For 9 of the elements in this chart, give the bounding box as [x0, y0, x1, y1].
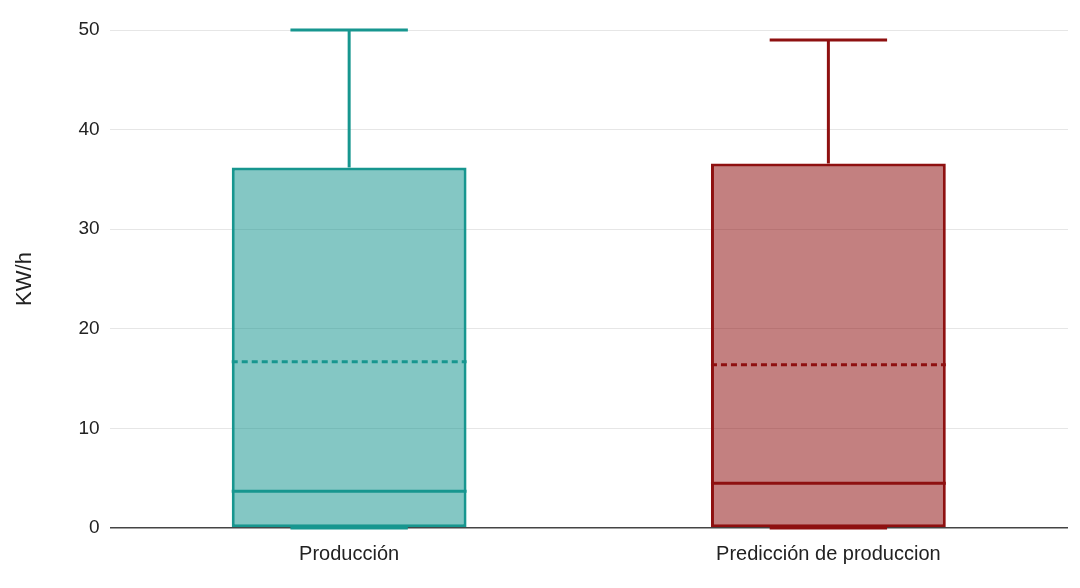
y-tick-label: 20 [78, 317, 100, 339]
y-tick-label: 30 [78, 217, 100, 239]
y-tick-label: 50 [78, 18, 100, 40]
y-tick-label: 10 [78, 416, 100, 438]
y-axis-title: KW/h [11, 252, 37, 306]
y-tick-label: 0 [88, 516, 100, 538]
x-tick-label: Producción [299, 541, 400, 564]
y-tick-label: 40 [78, 117, 100, 139]
x-tick-label: Predicción de produccion [716, 541, 941, 564]
